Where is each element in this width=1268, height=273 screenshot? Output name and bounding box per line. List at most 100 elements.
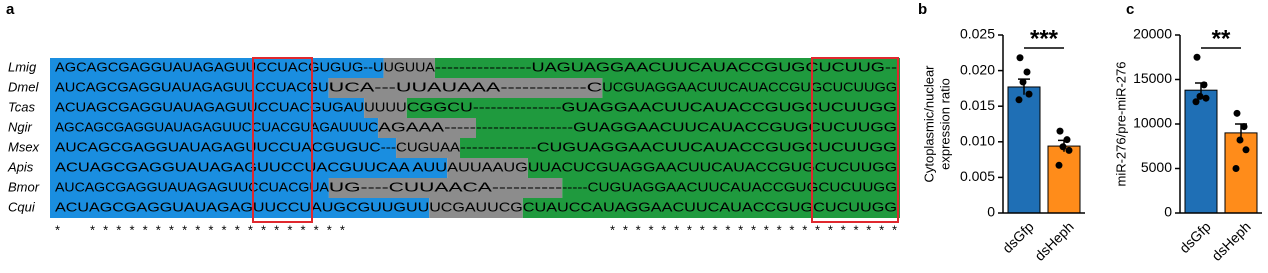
data-point — [1196, 92, 1204, 100]
highlight-box — [811, 57, 899, 223]
species-label: Lmig — [8, 59, 37, 74]
panel-label: a — [6, 1, 15, 18]
bar — [1047, 145, 1081, 214]
sequence-region — [364, 98, 407, 118]
data-point — [1193, 53, 1201, 61]
sequence-region — [378, 118, 476, 138]
sequence-region — [522, 198, 900, 218]
x-tick-label: dsHeph — [1031, 218, 1076, 263]
data-point — [1019, 78, 1027, 86]
significance: *** — [1030, 25, 1059, 52]
species-label: Cqui — [8, 199, 36, 214]
species-label: Tcas — [8, 99, 35, 114]
sequence-region — [460, 138, 900, 158]
panel-label: b — [918, 1, 927, 18]
sequence-region — [476, 118, 900, 138]
species-label: Bmor — [8, 179, 40, 194]
y-tick-label: 0.015 — [960, 97, 995, 113]
data-point — [1232, 165, 1240, 172]
sequence-region — [50, 58, 384, 78]
sequence: UCA---UUAUAAA------------C — [329, 79, 603, 94]
sequence-region — [434, 58, 900, 78]
sequence: -----CUGUAGGAACUUCAUACCGUGCUCUUGG — [562, 179, 897, 194]
sequence: AUCAGCGAGGUAUAGAGUUCCUACGUGUC--- — [55, 139, 396, 154]
significance: ** — [1212, 25, 1231, 52]
sequence-region — [562, 178, 900, 198]
sequence-region — [328, 178, 563, 198]
data-point — [1063, 136, 1071, 144]
data-point — [1242, 146, 1250, 154]
data-point — [1065, 146, 1073, 154]
sequence: UCGUAGGAACUUCAUACCGUGCUCUUGG — [602, 79, 897, 94]
y-tick-label: 5000 — [1141, 159, 1172, 175]
data-point — [1015, 96, 1023, 104]
data-point — [1233, 109, 1241, 117]
sequence: ACUAGCGAGGUAUAGAGUUCCUACGUUCAA AUU — [55, 159, 447, 174]
sequence-region — [50, 158, 448, 178]
species-label: Apis — [7, 159, 34, 174]
sequence-region — [527, 158, 900, 178]
data-point — [1055, 161, 1063, 169]
y-tick-label: 15000 — [1133, 70, 1172, 86]
sequence: AGCAGCGAGGUAUAGAGUUCCUACGUGUG--U — [55, 59, 384, 74]
species-label: Dmel — [8, 79, 39, 94]
y-tick-label: 0.020 — [960, 61, 995, 77]
sequence-region — [50, 78, 329, 98]
sequence-region — [396, 138, 461, 158]
panel-label: c — [1126, 1, 1134, 18]
sequence-region — [383, 58, 435, 78]
sequence-region — [447, 158, 528, 178]
y-axis-label: expression ratio — [937, 78, 952, 170]
sequence: UG----CUUAACA---------- — [329, 179, 562, 194]
sequence: AUCAGCGAGGUAUAGAGUUCCUACGU — [55, 79, 329, 94]
data-point — [1016, 54, 1024, 62]
sequence: CUAUCCAUAGGAACUUCAUACCGUGCUCUUGG — [523, 199, 897, 214]
sequence-region — [50, 138, 397, 158]
species-label: Ngir — [8, 119, 33, 134]
sequence-region — [429, 198, 523, 218]
y-tick-label: 0.025 — [960, 26, 995, 42]
sequence: ACUAGCGAGGUAUAGAGUUCCUAUGCGUUGUU — [55, 199, 429, 214]
sequence-region — [602, 78, 900, 98]
y-tick-label: 0.005 — [960, 168, 995, 184]
data-point — [1025, 90, 1033, 98]
data-point — [1023, 68, 1031, 76]
sequence-region — [50, 98, 365, 118]
y-tick-label: 20000 — [1133, 26, 1172, 42]
y-tick-label: 0 — [1164, 204, 1172, 220]
bar — [1224, 132, 1258, 214]
data-point — [1192, 98, 1200, 106]
sequence: CUGUAA — [396, 139, 460, 154]
highlight-box — [252, 57, 313, 223]
sequence: UUACUCGUAGGAACUUCAUACCGUGCUCUUGG — [528, 159, 897, 174]
data-point — [1059, 143, 1067, 151]
sequence: -------------CUGUAGGAACUUCAUACCGUGCUCUUG… — [460, 139, 897, 154]
bar — [1007, 86, 1041, 214]
sequence: UCGAUUCG — [429, 199, 523, 214]
sequence: AUCAGCGAGGUAUAGAGUUCCUACGUA — [55, 179, 329, 194]
data-point — [1200, 81, 1208, 89]
alignment: Lmig AGCAGCGAGGUAUAGAGUUCCUACGUGUG--U UGUU… — [7, 58, 900, 237]
sequence: UGUUA — [384, 59, 436, 74]
sequence-region — [406, 98, 900, 118]
conservation-stars: * — [55, 222, 60, 237]
data-point — [1202, 94, 1210, 102]
sequence: AUUAAUG — [447, 159, 528, 174]
sequence: AGCAGCGAGGUAUAGAGUUCCUACGUAGAUUUC — [55, 119, 378, 134]
sequence: ACUAGCGAGGUAUAGAGUUCCUACGUGAU — [55, 99, 364, 114]
conservation-stars: ******************** — [90, 222, 345, 237]
y-tick-label: 0 — [987, 204, 995, 220]
sequence: ----------------UAGUAGGAACUUCAUACCGUGCUC… — [435, 59, 897, 74]
y-axis-label: Cytoplasmic/nuclear — [921, 65, 936, 183]
sequence-region — [328, 78, 603, 98]
species-label: Msex — [8, 139, 40, 154]
conservation-stars: *********************** — [610, 222, 897, 237]
sequence-region — [50, 118, 379, 138]
y-tick-label: 0.010 — [960, 133, 995, 149]
sequence: AGAAA----- — [378, 119, 476, 134]
y-tick-label: 10000 — [1133, 115, 1172, 131]
sequence: -----------------GUAGGAACUUCAUACCGUGCUCU… — [476, 119, 897, 134]
sequence-region — [50, 178, 329, 198]
data-point — [1240, 123, 1248, 131]
